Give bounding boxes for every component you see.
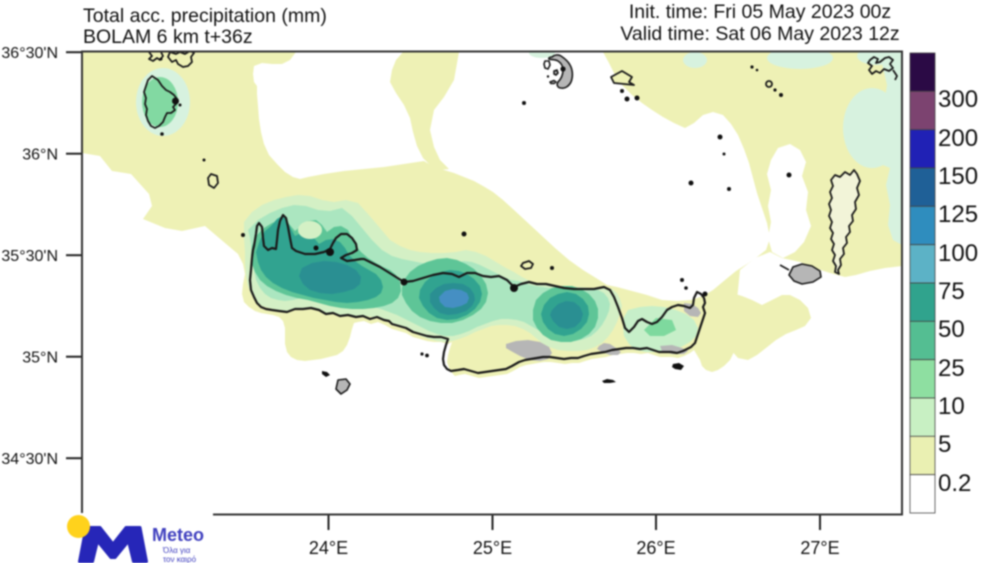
- svg-text:Total acc. precipitation (mm): Total acc. precipitation (mm): [83, 5, 327, 27]
- svg-text:Valid time: Sat 06 May 2023 12: Valid time: Sat 06 May 2023 12z: [620, 23, 899, 45]
- svg-text:24°E: 24°E: [309, 538, 348, 558]
- svg-text:100: 100: [938, 240, 978, 267]
- svg-text:36°N: 36°N: [22, 147, 58, 164]
- svg-text:Meteo: Meteo: [152, 525, 204, 545]
- svg-text:0.2: 0.2: [938, 470, 971, 497]
- svg-text:35°N: 35°N: [22, 350, 58, 367]
- svg-text:Όλα για: Όλα για: [162, 546, 191, 555]
- svg-text:τον καιρό: τον καιρό: [163, 555, 197, 563]
- svg-text:125: 125: [938, 201, 978, 228]
- svg-text:75: 75: [938, 278, 965, 305]
- svg-text:34°30'N: 34°30'N: [1, 451, 58, 468]
- svg-text:150: 150: [938, 163, 978, 190]
- svg-text:BOLAM 6 km t+36z: BOLAM 6 km t+36z: [83, 26, 253, 48]
- svg-text:300: 300: [938, 86, 978, 113]
- svg-text:10: 10: [938, 393, 965, 420]
- svg-text:50: 50: [938, 316, 965, 343]
- svg-text:Init. time: Fri 05 May 2023 00: Init. time: Fri 05 May 2023 00z: [629, 1, 891, 23]
- svg-text:25: 25: [938, 355, 965, 382]
- svg-text:27°E: 27°E: [800, 538, 839, 558]
- svg-text:5: 5: [938, 431, 951, 458]
- svg-text:35°30'N: 35°30'N: [1, 248, 58, 265]
- svg-text:200: 200: [938, 125, 978, 152]
- svg-text:36°30'N: 36°30'N: [1, 45, 58, 62]
- svg-text:25°E: 25°E: [473, 538, 512, 558]
- svg-text:26°E: 26°E: [636, 538, 675, 558]
